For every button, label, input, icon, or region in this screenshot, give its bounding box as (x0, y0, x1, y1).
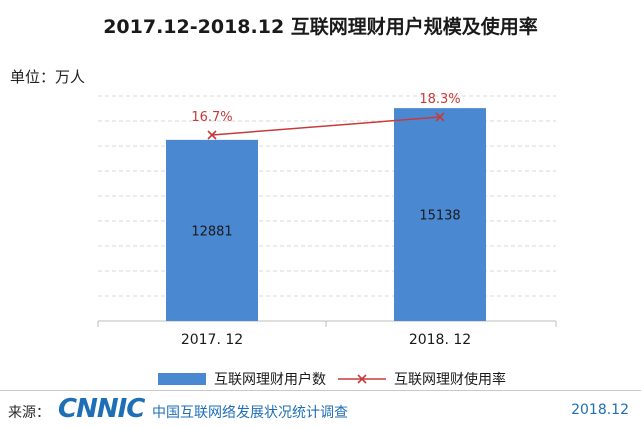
chart: 12881 15138 16.7% 18.3% 2017. 12 2018. 12 互联网理… (97, 92, 557, 388)
legend-label-bars: 互联网理财用户数 (214, 371, 326, 388)
bar (166, 139, 258, 321)
footer-source-label: 来源： (8, 405, 50, 421)
footer-divider (0, 390, 641, 391)
bar-value-label: 12881 (191, 224, 232, 239)
rate-marker (207, 130, 217, 140)
legend-swatch-bars (158, 373, 206, 385)
bar-value-label: 15138 (419, 209, 460, 224)
legend-swatch-marker (357, 374, 367, 384)
chart-title: 2017.12-2018.12 互联网理财用户规模及使用率 (103, 16, 538, 38)
unit-label: 单位：万人 (10, 68, 86, 86)
cnnic-logo: CNNIC (58, 394, 145, 424)
rate-value-label: 18.3% (419, 92, 460, 107)
rate-marker (435, 112, 445, 122)
x-tick-label: 2018. 12 (409, 332, 471, 348)
rate-line (211, 116, 441, 136)
bar (394, 108, 486, 321)
legend-label-line: 互联网理财使用率 (394, 371, 506, 388)
rate-value-label: 16.7% (191, 110, 232, 125)
footer-date: 2018.12 (571, 402, 629, 418)
footer-org-name: 中国互联网络发展状况统计调查 (152, 405, 348, 421)
x-tick-label: 2017. 12 (181, 332, 243, 348)
